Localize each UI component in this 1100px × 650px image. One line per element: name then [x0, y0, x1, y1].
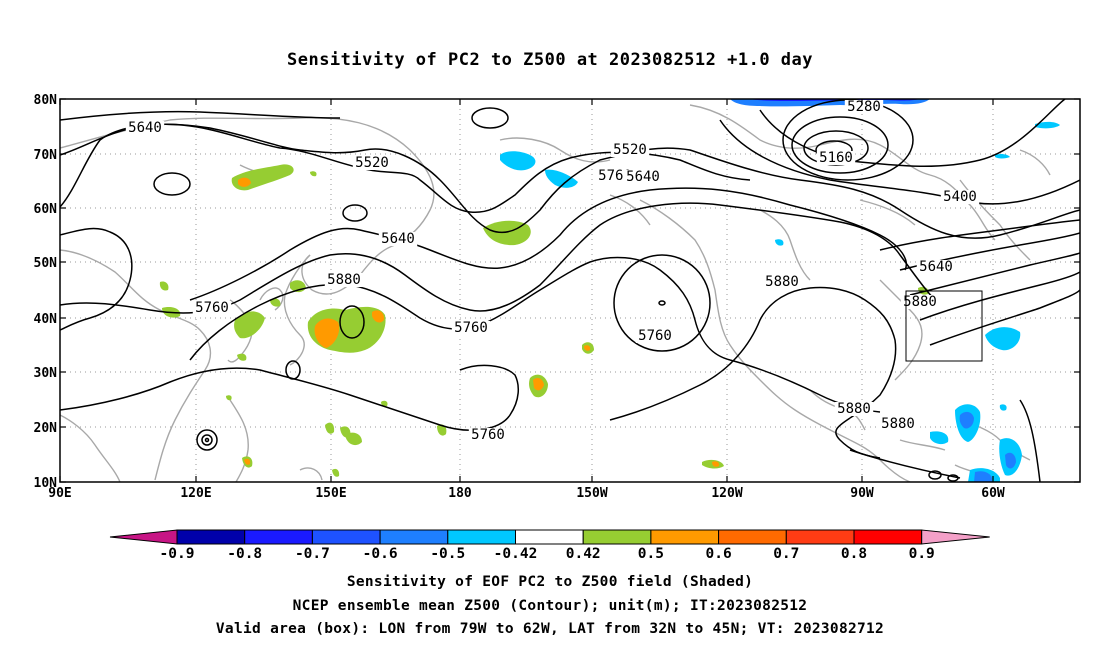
- contour-label: 5760: [471, 427, 505, 443]
- contour-label: 5760: [454, 320, 488, 336]
- colorbar-high-extend: [921, 529, 990, 545]
- contour-label: 5640: [128, 120, 162, 136]
- colorbar-tick-label: 0.8: [841, 546, 867, 562]
- colorbar-tick-label: -0.42: [494, 546, 538, 562]
- contour-label: 5880: [327, 272, 361, 288]
- lon-tick-label: 180: [448, 486, 472, 501]
- contour-label-group: 5640552055205640576052805160540056405640…: [125, 99, 980, 443]
- colorbar-tick-label: -0.9: [160, 546, 195, 562]
- lon-tick-label: 120W: [711, 486, 742, 501]
- caption-line-3: Valid area (box): LON from 79W to 62W, L…: [215, 621, 885, 637]
- contour-label-bg: [900, 295, 940, 309]
- lon-tick-label: 90W: [850, 486, 874, 501]
- lat-tick-label: 60N: [34, 202, 58, 217]
- contour-label-bg: [762, 275, 802, 289]
- caption-line-2: NCEP ensemble mean Z500 (Contour); unit(…: [292, 598, 808, 614]
- contour-label: 5640: [626, 169, 660, 185]
- contour-label-bg: [635, 329, 675, 343]
- colorbar-labels: -0.9 -0.8 -0.7 -0.6 -0.5 -0.42 0.42 0.5 0.6 0.7 0.…: [160, 546, 935, 562]
- contour-label-bg: [451, 321, 491, 335]
- colorbar-tick-label: 0.9: [909, 546, 935, 562]
- contour-label: 5880: [837, 401, 871, 417]
- colorbar-segment: [853, 529, 923, 545]
- contour-label: 5760: [195, 300, 229, 316]
- contour-label: 5400: [943, 189, 977, 205]
- contour-label: 5760: [598, 168, 632, 184]
- colorbar-segment: [785, 529, 855, 545]
- contour-label-bg: [378, 232, 418, 246]
- contour-label: 5520: [355, 155, 389, 171]
- colorbar-tick-label: -0.7: [295, 546, 330, 562]
- colorbar-low-extend: [109, 529, 178, 545]
- colorbar-tick-label: -0.5: [430, 546, 465, 562]
- contour-label-bg: [192, 301, 232, 315]
- contour-label: 5520: [613, 142, 647, 158]
- contour-label-bg: [352, 156, 392, 170]
- colorbar-segment: [515, 529, 584, 545]
- contour-label: 5160: [819, 150, 853, 166]
- caption-line-1: Sensitivity of EOF PC2 to Z500 field (Sh…: [346, 574, 754, 590]
- contour-label: 5640: [919, 259, 953, 275]
- lat-tick-label: 20N: [34, 421, 58, 436]
- map-title: Sensitivity of PC2 to Z500 at 2023082512…: [286, 50, 813, 70]
- colorbar-tick-label: 0.7: [773, 546, 799, 562]
- contour-label: 5280: [847, 99, 881, 115]
- lat-tick-label: 50N: [34, 256, 58, 271]
- colorbar-segment: [650, 529, 720, 545]
- contour-label: 5640: [381, 231, 415, 247]
- colorbar-tick-label: 0.42: [566, 546, 601, 562]
- lat-tick-label: 40N: [34, 312, 58, 327]
- colorbar-tick-label: 0.5: [638, 546, 664, 562]
- colorbar-segment: [176, 529, 246, 545]
- contour-label-bg: [844, 100, 884, 114]
- contour-label-bg: [940, 190, 980, 204]
- lon-tick-label: 120E: [180, 486, 211, 501]
- colorbar: [109, 529, 990, 545]
- contour-label-bg: [468, 428, 508, 442]
- contour-label-bg: [610, 143, 650, 157]
- colorbar-segment: [244, 529, 313, 545]
- colorbar-segment: [718, 529, 787, 545]
- lat-tick-label: 10N: [34, 476, 58, 491]
- colorbar-tick-label: -0.6: [363, 546, 398, 562]
- colorbar-segment: [447, 529, 516, 545]
- colorbar-segment: [379, 529, 449, 545]
- contour-label-bg: [878, 417, 918, 431]
- lat-tick-label: 30N: [34, 366, 58, 381]
- lat-tick-label: 80N: [34, 93, 58, 108]
- contour-label-bg: [324, 273, 364, 287]
- lon-tick-label: 150W: [576, 486, 607, 501]
- contour-label-bg: [816, 151, 856, 165]
- contour-label: 5880: [903, 294, 937, 310]
- colorbar-segment: [311, 529, 381, 545]
- contour-label-bg: [623, 170, 663, 184]
- contour-label-bg: [125, 121, 165, 135]
- contour-label-bg: [916, 260, 956, 274]
- colorbar-tick-label: 0.6: [705, 546, 731, 562]
- lat-tick-label: 70N: [34, 148, 58, 163]
- z500-contours: [60, 99, 1080, 482]
- colorbar-tick-label: -0.8: [227, 546, 262, 562]
- axis-tick-marks: [59, 98, 1080, 483]
- lon-tick-label: 150E: [315, 486, 346, 501]
- contour-label: 5880: [765, 274, 799, 290]
- contour-label: 5880: [881, 416, 915, 432]
- valid-area-box: [905, 290, 983, 362]
- grid-lines: [60, 99, 1080, 482]
- plot-frame: [59, 98, 1081, 483]
- lon-tick-label: 90E: [48, 486, 71, 501]
- lon-tick-label: 60W: [981, 486, 1005, 501]
- colorbar-segment: [582, 529, 652, 545]
- contour-label: 5760: [638, 328, 672, 344]
- contour-label-bg: [834, 402, 874, 416]
